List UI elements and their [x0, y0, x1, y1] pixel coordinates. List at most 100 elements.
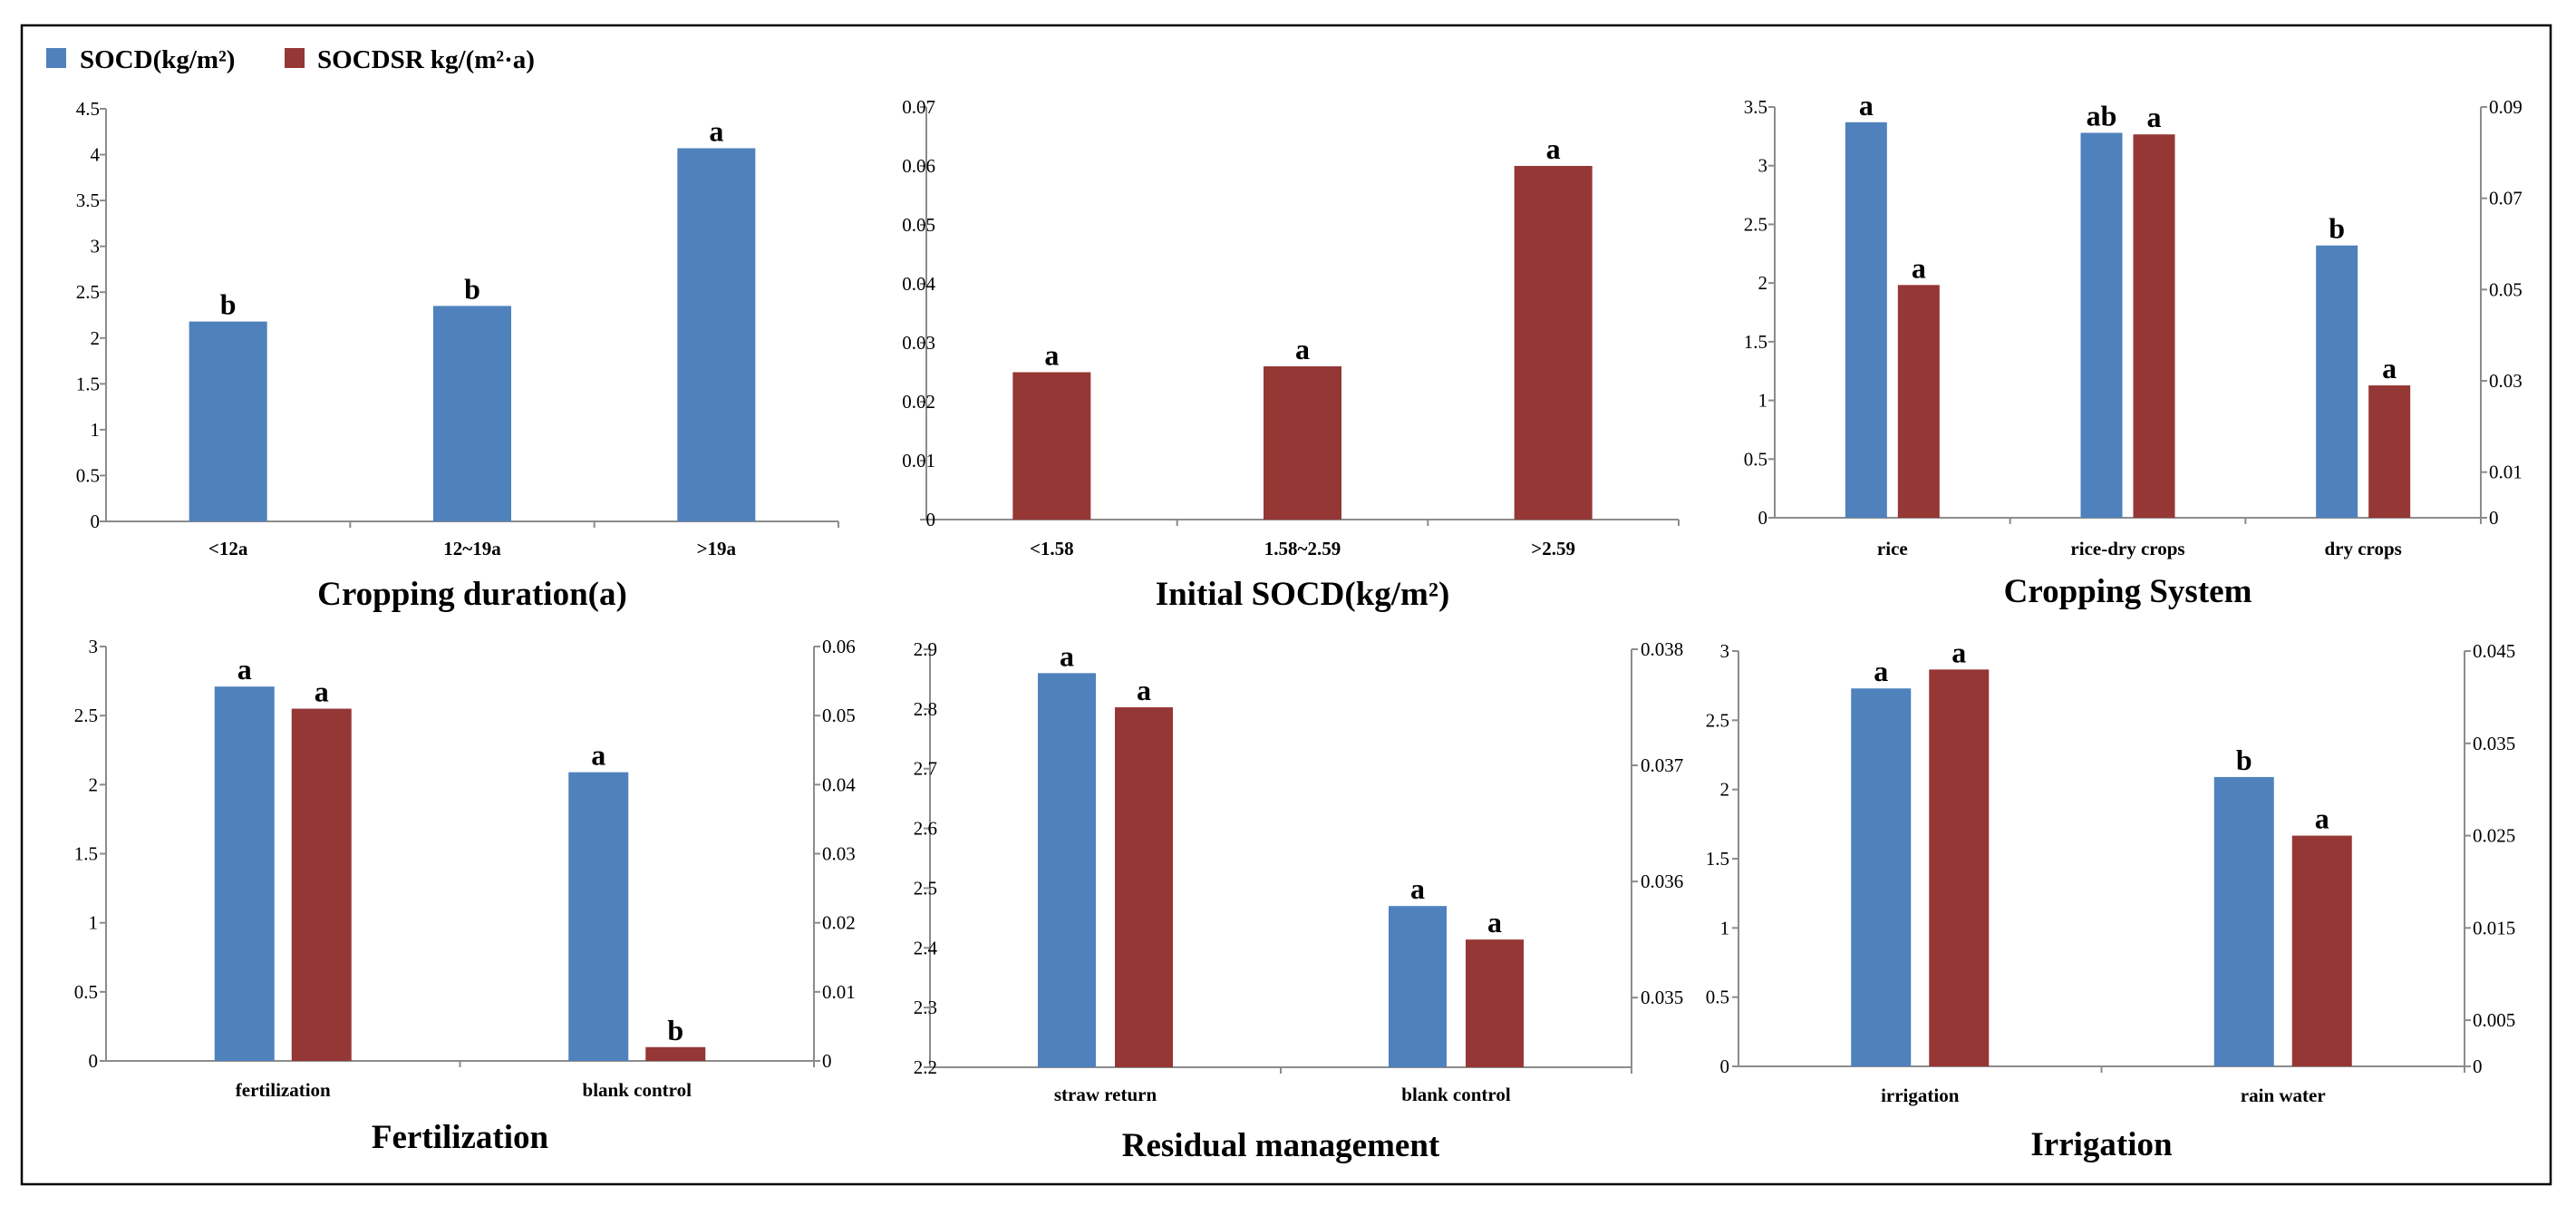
- y-tick-label: 0: [1720, 1055, 1730, 1077]
- y-tick-label: 2.6: [914, 818, 937, 840]
- category-label: >19a: [697, 538, 737, 559]
- panel-fertilization: 0 0.5 1 1.5 2 2.5 3 0 0.01 0.02 0.03 0.04 0.05 0.06 fe…: [74, 636, 857, 1156]
- bar: [1851, 688, 1912, 1066]
- y-tick-label: 0.5: [76, 464, 100, 486]
- y-tick-label: 3: [89, 636, 99, 657]
- y-tick-label: 3.5: [76, 190, 100, 211]
- category-label: rice: [1877, 538, 1908, 559]
- bar: [1115, 707, 1173, 1067]
- significance-label: b: [2236, 744, 2252, 776]
- y2-tick-label: 0.05: [822, 705, 856, 726]
- y-tick-label: 1: [91, 419, 101, 441]
- category-label: >2.59: [1531, 538, 1575, 559]
- bar: [291, 708, 352, 1061]
- y-tick-label: 0: [89, 1050, 99, 1072]
- y-tick-label: 3: [91, 236, 101, 258]
- significance-label: b: [2329, 212, 2345, 245]
- legend-label-socdsr: SOCDSR kg/(m²·a): [317, 45, 535, 74]
- y2-tick-label: 0.035: [1641, 987, 1683, 1008]
- panel-initial-socd: 0 0.01 0.02 0.03 0.04 0.05 0.06 0.07 <1.58 a 1.58~…: [902, 96, 1680, 613]
- category-label: blank control: [1401, 1084, 1511, 1105]
- chart-title: Irrigation: [2030, 1126, 2173, 1163]
- y2-tick-label: 0: [2489, 507, 2499, 529]
- y-tick-label: 2.3: [914, 997, 937, 1018]
- bar: [2080, 132, 2123, 518]
- y2-tick-label: 0.025: [2473, 825, 2515, 847]
- bar: [2368, 385, 2411, 518]
- chart-title: Cropping System: [2004, 573, 2252, 610]
- significance-label: a: [1410, 872, 1425, 905]
- y2-tick-label: 0.035: [2473, 733, 2515, 754]
- bar: [1514, 166, 1593, 520]
- y2-tick-label: 0.06: [822, 636, 856, 657]
- y-tick-label: 3: [1758, 155, 1768, 177]
- y2-tick-label: 0: [822, 1050, 832, 1072]
- significance-label: b: [220, 288, 237, 321]
- y2-tick-label: 0.01: [2489, 462, 2523, 483]
- y-tick-label: 2.5: [74, 705, 98, 726]
- y2-tick-label: 0.02: [822, 912, 856, 934]
- category-label: straw return: [1054, 1084, 1157, 1105]
- bar: [189, 321, 267, 521]
- significance-label: b: [667, 1014, 683, 1046]
- y2-tick-label: 0.09: [2489, 96, 2523, 118]
- significance-label: a: [315, 676, 329, 708]
- y-tick-label: 0.07: [902, 96, 935, 118]
- bar: [214, 686, 275, 1061]
- category-label: 1.58~2.59: [1264, 538, 1341, 559]
- y-tick-label: 0.01: [902, 450, 935, 472]
- significance-label: a: [1137, 674, 1151, 706]
- bar: [1012, 372, 1091, 520]
- bar: [677, 148, 756, 521]
- y2-tick-label: 0.037: [1641, 754, 1683, 776]
- significance-label: a: [1546, 132, 1561, 165]
- y-tick-label: 0.03: [902, 332, 935, 354]
- y-tick-label: 2.7: [914, 758, 937, 780]
- significance-label: a: [1951, 636, 1966, 668]
- y-tick-label: 1: [1758, 390, 1768, 412]
- y-tick-label: 0: [926, 509, 936, 530]
- y2-tick-label: 0.045: [2473, 640, 2515, 662]
- y-tick-label: 0.02: [902, 391, 935, 413]
- y-tick-label: 1.5: [1744, 331, 1767, 353]
- significance-label: b: [464, 272, 480, 305]
- category-label: fertilization: [236, 1079, 331, 1101]
- bar: [1038, 673, 1096, 1067]
- y-tick-label: 2.5: [914, 877, 937, 899]
- bar: [1929, 669, 1990, 1066]
- y-tick-label: 1.5: [74, 843, 98, 865]
- y-tick-label: 3: [1720, 640, 1730, 662]
- y-tick-label: 3.5: [1744, 96, 1767, 118]
- significance-label: a: [1487, 906, 1502, 939]
- significance-label: a: [709, 114, 723, 147]
- y-tick-label: 2.9: [914, 638, 937, 660]
- bar: [1897, 285, 1940, 518]
- category-label: rice-dry crops: [2070, 538, 2184, 559]
- y-tick-label: 2.5: [76, 281, 100, 303]
- y-tick-label: 2: [91, 327, 101, 349]
- bar: [433, 306, 511, 521]
- figure-frame: [20, 24, 2552, 1186]
- y2-tick-label: 0.01: [822, 981, 856, 1003]
- category-label: <12a: [208, 538, 248, 559]
- y-tick-label: 0.5: [1706, 987, 1729, 1008]
- category-label: <1.58: [1030, 538, 1074, 559]
- significance-label: ab: [2087, 99, 2117, 131]
- y2-tick-label: 0.03: [2489, 370, 2523, 392]
- panel-residual-management: 2.2 2.3 2.4 2.5 2.6 2.7 2.8 2.9 0.035 0.036 0.037 0…: [914, 638, 1684, 1164]
- y-tick-label: 0: [91, 511, 101, 532]
- legend-swatch-socd: [46, 48, 66, 68]
- y2-tick-label: 0.038: [1641, 638, 1683, 660]
- panel-irrigation: 0 0.5 1 1.5 2 2.5 3 0 0.005 0.015 0.025 0.035 0.045 i…: [1706, 636, 2516, 1163]
- bar: [2291, 835, 2352, 1066]
- panel-cropping-duration: 0 0.5 1 1.5 2 2.5 3 3.5 4 4.5 <12a b 12~19a b >19a a Cro…: [76, 98, 839, 613]
- y-tick-label: 2.5: [1706, 709, 1729, 731]
- y-tick-label: 0.5: [74, 981, 98, 1003]
- y2-tick-label: 0.005: [2473, 1009, 2515, 1031]
- bar: [2133, 134, 2175, 518]
- y-tick-label: 0.04: [902, 273, 935, 295]
- y2-tick-label: 0.03: [822, 843, 856, 865]
- bar: [2316, 245, 2358, 518]
- legend-label-socd: SOCD(kg/m²): [80, 45, 235, 74]
